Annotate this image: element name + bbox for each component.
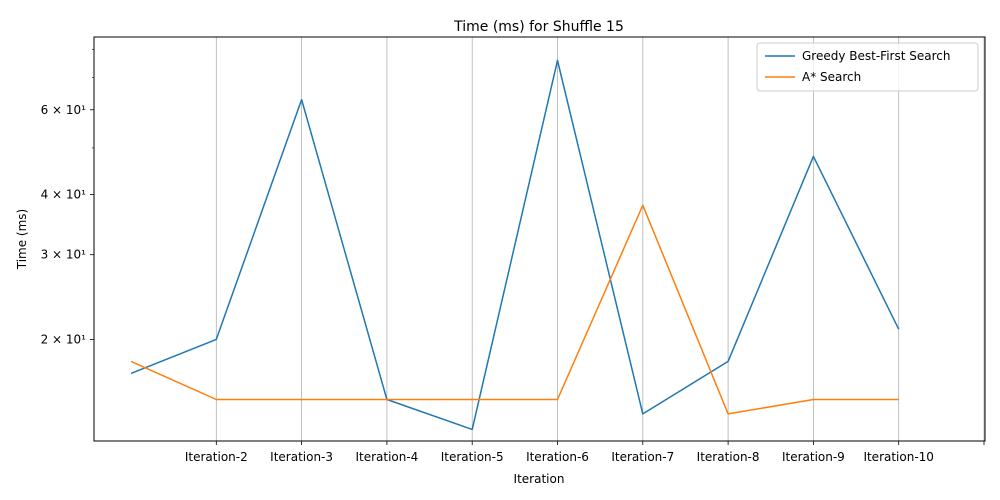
x-tick-label: Iteration-10 <box>863 450 934 464</box>
series-line-1 <box>130 204 899 415</box>
y-axis-label: Time (ms) <box>15 209 29 271</box>
legend-label-astar: A* Search <box>802 70 861 84</box>
x-tick-label: Iteration-9 <box>782 450 845 464</box>
gridlines <box>215 37 985 441</box>
legend-label-greedy: Greedy Best-First Search <box>802 49 950 63</box>
x-axis-ticks: Iteration-2 Iteration-3 Iteration-4 Iterati… <box>185 441 985 464</box>
y-tick-label: 2 × 10¹ <box>41 332 87 346</box>
x-tick-label: Iteration-8 <box>697 450 760 464</box>
x-tick-label: Iteration-4 <box>355 450 418 464</box>
x-tick-label: Iteration-7 <box>611 450 674 464</box>
chart-title: Time (ms) for Shuffle 15 <box>453 19 624 35</box>
x-tick-label: Iteration-6 <box>526 450 589 464</box>
y-tick-label: 6 × 10¹ <box>41 103 87 117</box>
x-tick-label: Iteration-5 <box>441 450 504 464</box>
x-tick-label: Iteration-3 <box>270 450 333 464</box>
series-line-0 <box>130 59 900 431</box>
series-lines <box>130 59 900 431</box>
x-tick-label: Iteration-2 <box>185 450 248 464</box>
legend: Greedy Best-First Search A* Search <box>756 42 979 92</box>
y-tick-label: 3 × 10¹ <box>41 248 87 262</box>
y-tick-label: 4 × 10¹ <box>41 188 87 202</box>
plot-frame <box>93 36 986 442</box>
legend-box <box>756 42 979 92</box>
y-axis-ticks: 2 × 10¹ 3 × 10¹ 4 × 10¹ 6 × 10¹ <box>41 49 94 346</box>
x-axis-label: Iteration <box>514 472 565 486</box>
